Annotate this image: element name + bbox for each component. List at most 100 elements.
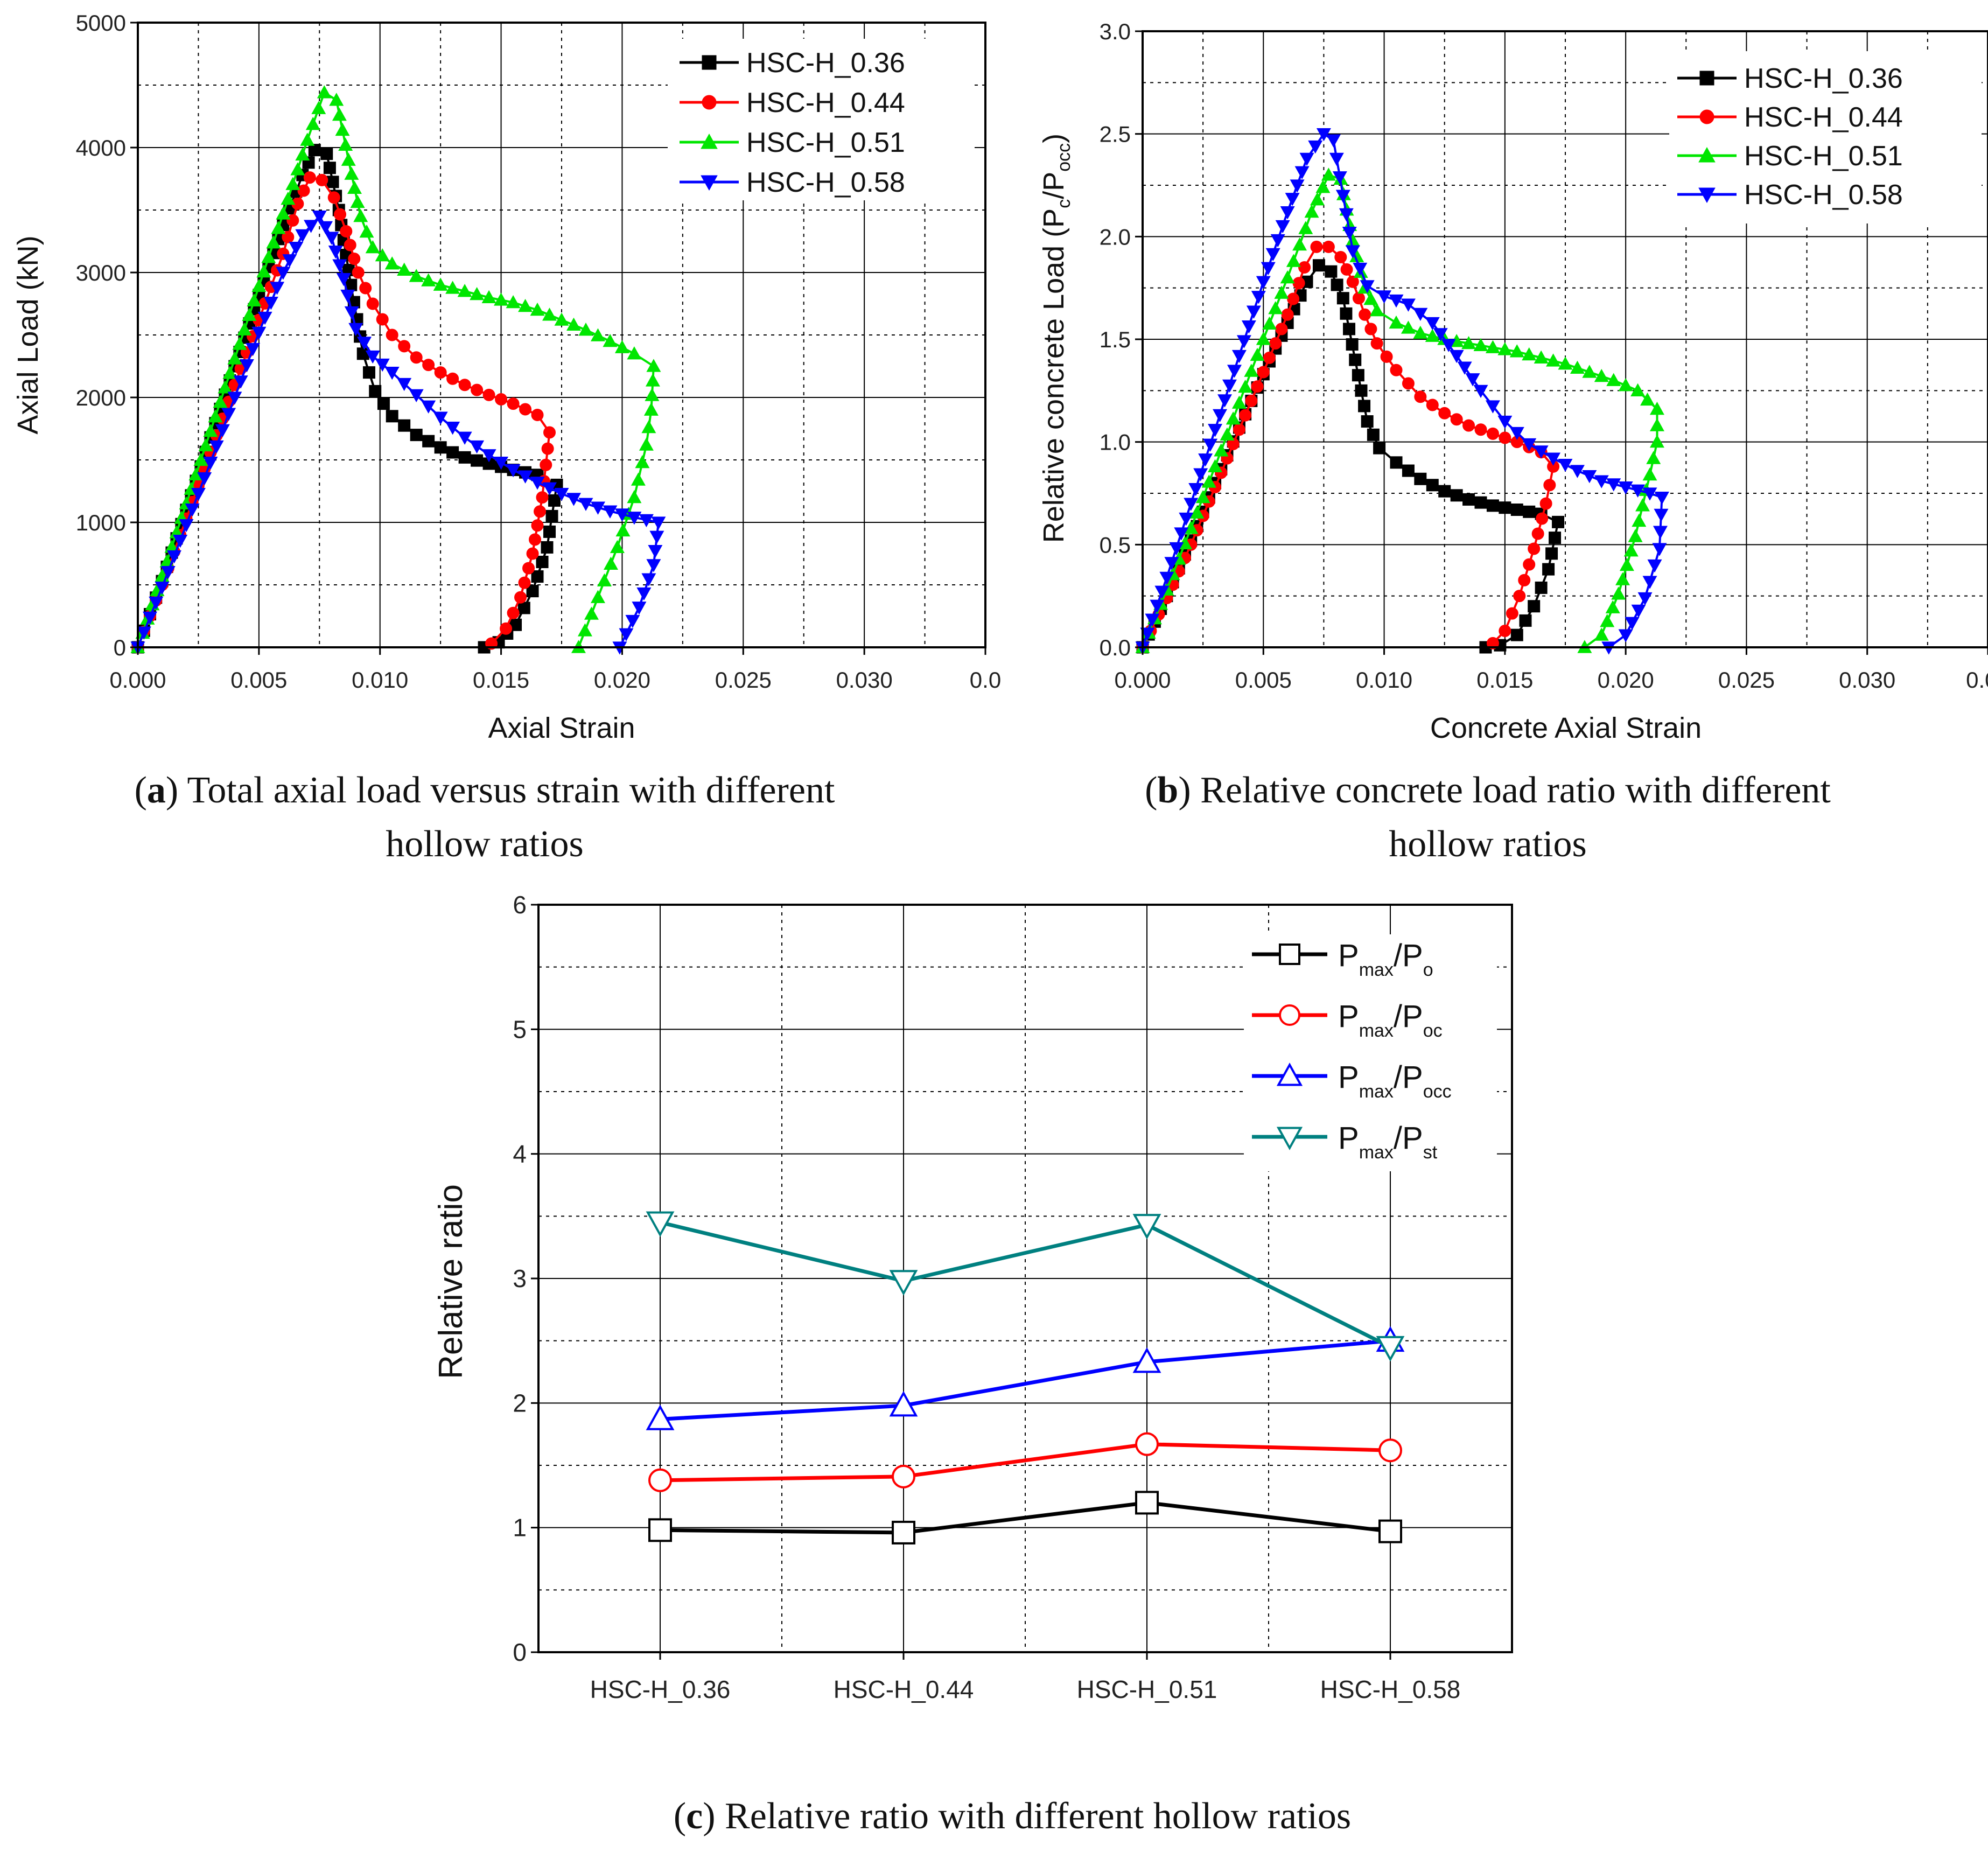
chart-a-legend: HSC-H_0.36 HSC-H_0.44 HSC-H_0.51 HSC-H_0.58	[668, 39, 975, 200]
data-point	[1618, 378, 1633, 392]
data-point	[328, 245, 343, 259]
y-tick-label: 3.0	[1100, 19, 1131, 44]
data-point	[308, 144, 321, 157]
data-point	[1513, 590, 1526, 603]
data-point	[1539, 497, 1552, 510]
caption-c-label: c	[686, 1795, 703, 1837]
data-point	[1615, 572, 1630, 585]
data-point	[1594, 368, 1609, 382]
data-point	[494, 292, 509, 306]
data-point	[421, 400, 436, 414]
data-point	[1227, 437, 1240, 450]
data-point	[1340, 307, 1353, 320]
data-point	[1193, 468, 1208, 481]
data-point	[892, 1520, 915, 1544]
data-point	[1623, 543, 1639, 557]
data-point	[362, 366, 375, 379]
data-point	[1582, 365, 1597, 378]
data-point	[636, 587, 652, 601]
legend-item: Pmax/Pocc	[1252, 1060, 1452, 1102]
x-tick-label: 0.025	[715, 667, 772, 693]
data-point	[232, 337, 247, 350]
x-tick-label: 0.020	[594, 667, 650, 693]
data-point	[639, 437, 654, 451]
data-point	[481, 290, 496, 304]
data-point	[471, 454, 484, 467]
data-point	[1154, 585, 1170, 599]
data-point	[1377, 290, 1392, 304]
data-point	[578, 498, 593, 511]
legend-label: Pmax/Pocc	[1338, 1060, 1452, 1102]
data-point	[1281, 308, 1294, 321]
data-point	[500, 622, 513, 635]
data-point	[384, 366, 400, 380]
data-point	[335, 122, 350, 136]
data-point	[514, 591, 527, 604]
data-point	[344, 306, 359, 320]
data-point	[295, 229, 310, 243]
data-point	[541, 442, 554, 455]
data-point	[1449, 350, 1464, 364]
y-tick-label: 5000	[76, 10, 126, 36]
data-point	[1287, 292, 1300, 305]
legend-item: HSC-H_0.44	[1677, 102, 1903, 133]
data-point	[1534, 350, 1549, 364]
data-point	[1198, 453, 1213, 467]
data-point	[1312, 259, 1325, 272]
data-point	[1145, 613, 1160, 627]
data-point	[1649, 418, 1664, 431]
data-point	[251, 278, 267, 292]
data-point	[386, 410, 398, 423]
series-line	[660, 1500, 1391, 1535]
data-point	[1425, 329, 1440, 342]
data-point	[1647, 559, 1662, 573]
data-point	[1265, 248, 1280, 262]
data-point	[1558, 458, 1573, 472]
data-point	[1474, 496, 1487, 509]
chart-c-legend: Pmax/Po Pmax/Poc Pmax/Pocc Pmax/Pst	[1244, 934, 1497, 1171]
data-point	[534, 505, 547, 518]
data-point	[649, 530, 664, 544]
chart-c-relative-ratio: HSC-H_0.36 HSC-H_0.44 HSC-H_0.51 HSC-H_0.58…	[432, 891, 1513, 1703]
data-point	[149, 596, 164, 610]
series-line	[660, 1220, 1391, 1349]
data-point	[1188, 483, 1203, 497]
data-point	[227, 351, 242, 365]
data-point	[1549, 532, 1562, 544]
data-point	[522, 562, 535, 575]
caption-b-line2: hollow ratios	[1389, 823, 1586, 865]
legend-marker	[1279, 944, 1300, 965]
x-category-label: HSC-H_0.51	[1077, 1675, 1217, 1703]
data-point	[222, 366, 237, 379]
data-point	[1649, 434, 1664, 448]
chart-b-series	[1135, 128, 1669, 655]
data-point	[1652, 543, 1667, 556]
y-tick-label: 1	[513, 1514, 527, 1542]
data-point	[1522, 347, 1537, 361]
x-tick-label: 0.0	[970, 667, 1001, 693]
data-point	[603, 333, 618, 347]
caption-a-label: a	[147, 770, 166, 811]
x-tick-label: 0.005	[230, 667, 287, 693]
x-tick-label: 0.000	[1114, 667, 1171, 693]
data-point	[578, 323, 593, 336]
data-point	[398, 419, 411, 432]
y-tick-label: 4	[513, 1140, 527, 1168]
data-point	[285, 177, 300, 190]
series-pmax-po	[648, 1491, 1402, 1544]
data-point	[1332, 171, 1347, 185]
data-point	[409, 269, 424, 282]
data-point	[410, 351, 423, 364]
data-point	[327, 191, 340, 204]
data-point	[1438, 407, 1451, 420]
data-point	[263, 297, 278, 310]
data-point	[1251, 291, 1266, 304]
data-point	[1414, 390, 1427, 403]
data-point	[386, 329, 398, 341]
data-point	[1536, 512, 1549, 525]
data-point	[1226, 411, 1241, 425]
data-point	[397, 378, 412, 392]
y-tick-label: 0.5	[1100, 532, 1131, 557]
data-point	[1510, 504, 1523, 516]
x-tick-label: 0.005	[1235, 667, 1292, 693]
